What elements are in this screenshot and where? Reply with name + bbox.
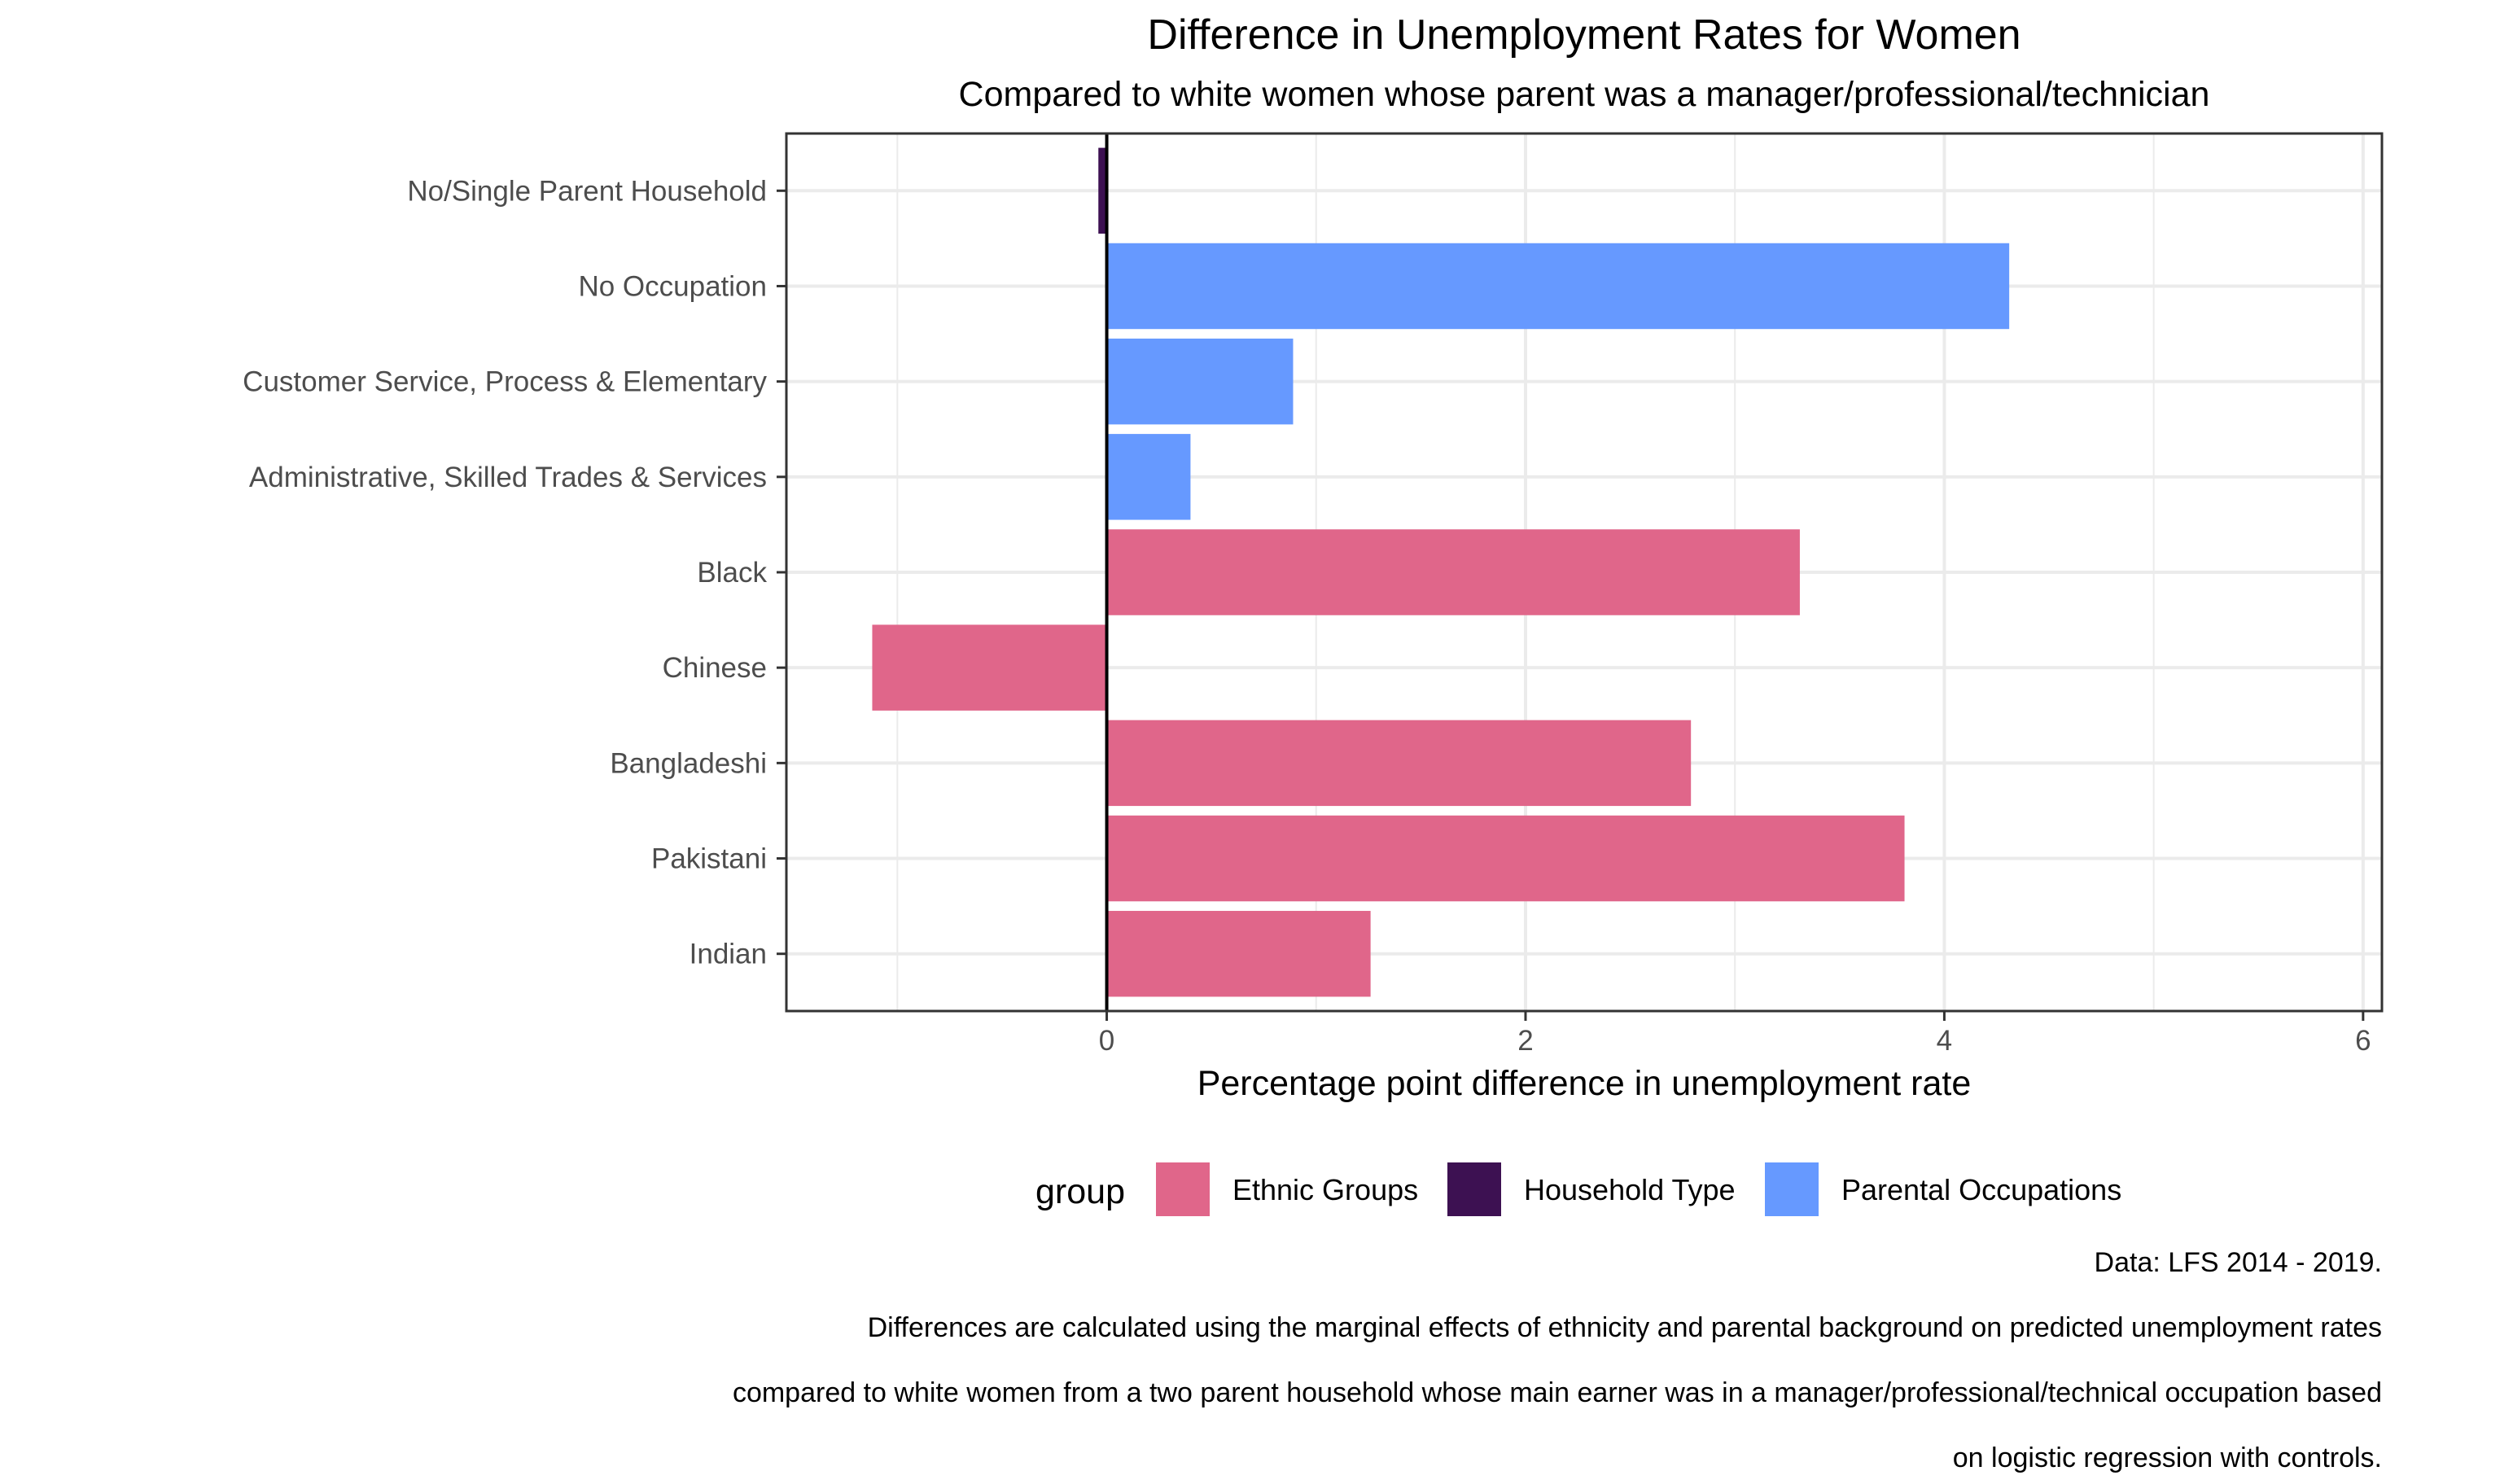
y-axis-labels: No/Single Parent Household No Occupation C… (243, 175, 786, 970)
bar (1098, 147, 1107, 234)
y-tick-label: Customer Service, Process & Elementary (243, 366, 767, 398)
legend: group Ethnic Groups Household Type Parenta… (1035, 1162, 2121, 1216)
y-tick-label: Administrative, Skilled Trades & Service… (249, 462, 767, 493)
legend-swatch (1447, 1162, 1501, 1216)
y-tick-label: No Occupation (578, 270, 767, 302)
x-axis-ticks: 0 2 4 6 (1099, 1011, 2371, 1057)
chart-subtitle: Compared to white women whose parent was… (959, 75, 2210, 114)
x-tick-label: 6 (2355, 1025, 2371, 1057)
legend-label: Ethnic Groups (1232, 1173, 1418, 1206)
bar (1106, 815, 1905, 902)
caption-line: Differences are calculated using the mar… (868, 1312, 2382, 1343)
legend-swatch (1765, 1162, 1819, 1216)
x-axis-title: Percentage point difference in unemploym… (1197, 1064, 1972, 1103)
bar (872, 624, 1107, 711)
legend-label: Parental Occupations (1841, 1173, 2121, 1206)
chart-title: Difference in Unemployment Rates for Wom… (1147, 11, 2020, 59)
x-tick-label: 2 (1517, 1025, 1533, 1057)
legend-swatch (1156, 1162, 1210, 1216)
y-tick-label: No/Single Parent Household (407, 175, 767, 207)
bar (1106, 910, 1371, 997)
y-tick-label: Chinese (663, 652, 767, 684)
legend-title: group (1035, 1172, 1125, 1211)
legend-label: Household Type (1524, 1173, 1736, 1206)
bar (1106, 243, 2010, 330)
y-tick-label: Pakistani (651, 843, 767, 875)
y-tick-label: Bangladeshi (610, 747, 767, 779)
plot-panel (785, 132, 2384, 1013)
caption-line: Data: LFS 2014 - 2019. (2095, 1247, 2382, 1278)
x-tick-label: 4 (1937, 1025, 1952, 1057)
bar (1106, 338, 1294, 425)
caption-line: compared to white women from a two paren… (733, 1377, 2382, 1408)
bar (1106, 434, 1191, 520)
y-tick-label: Indian (690, 939, 767, 970)
bar (1106, 529, 1800, 615)
bar (1106, 720, 1692, 807)
caption-line: on logistic regression with controls. (1953, 1442, 2382, 1473)
caption: Data: LFS 2014 - 2019. Differences are ca… (733, 1247, 2382, 1473)
y-tick-label: Black (697, 557, 767, 589)
x-tick-label: 0 (1099, 1025, 1114, 1057)
